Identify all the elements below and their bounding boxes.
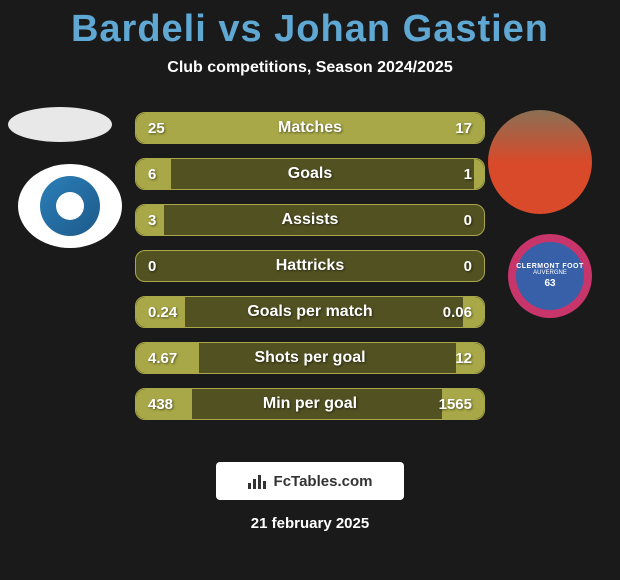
page-title: Bardeli vs Johan Gastien (0, 0, 620, 51)
stat-row: 4381565Min per goal (135, 388, 485, 420)
chart-icon (248, 473, 268, 489)
content-area: USLD CLERMONT FOOT AUVERGNE 63 2517Match… (0, 102, 620, 442)
stat-label: Assists (136, 211, 484, 229)
stat-label: Goals (136, 165, 484, 183)
club-right-num: 63 (544, 278, 555, 289)
stat-row: 00Hattricks (135, 250, 485, 282)
stat-label: Hattricks (136, 257, 484, 275)
stat-row: 2517Matches (135, 112, 485, 144)
stat-row: 61Goals (135, 158, 485, 190)
footer-brand-box[interactable]: FcTables.com (216, 462, 404, 500)
stat-label: Min per goal (136, 395, 484, 413)
stat-label: Shots per goal (136, 349, 484, 367)
club-badge-right: CLERMONT FOOT AUVERGNE 63 (498, 234, 602, 318)
player-avatar-right (488, 110, 592, 214)
stats-container: 2517Matches 61Goals 30Assists 00Hattricks 0.… (135, 112, 485, 434)
footer-brand-text: FcTables.com (274, 473, 373, 490)
player-avatar-left (8, 107, 112, 142)
club-badge-left: USLD (18, 164, 122, 248)
stat-row: 30Assists (135, 204, 485, 236)
club-left-label: USLD (59, 168, 81, 177)
stat-label: Matches (136, 119, 484, 137)
club-right-label2: AUVERGNE (533, 270, 567, 276)
subtitle: Club competitions, Season 2024/2025 (0, 59, 620, 77)
stat-row: 4.6712Shots per goal (135, 342, 485, 374)
club-right-label1: CLERMONT FOOT (516, 263, 584, 270)
stat-row: 0.240.06Goals per match (135, 296, 485, 328)
stat-label: Goals per match (136, 303, 484, 321)
date-text: 21 february 2025 (251, 515, 369, 532)
